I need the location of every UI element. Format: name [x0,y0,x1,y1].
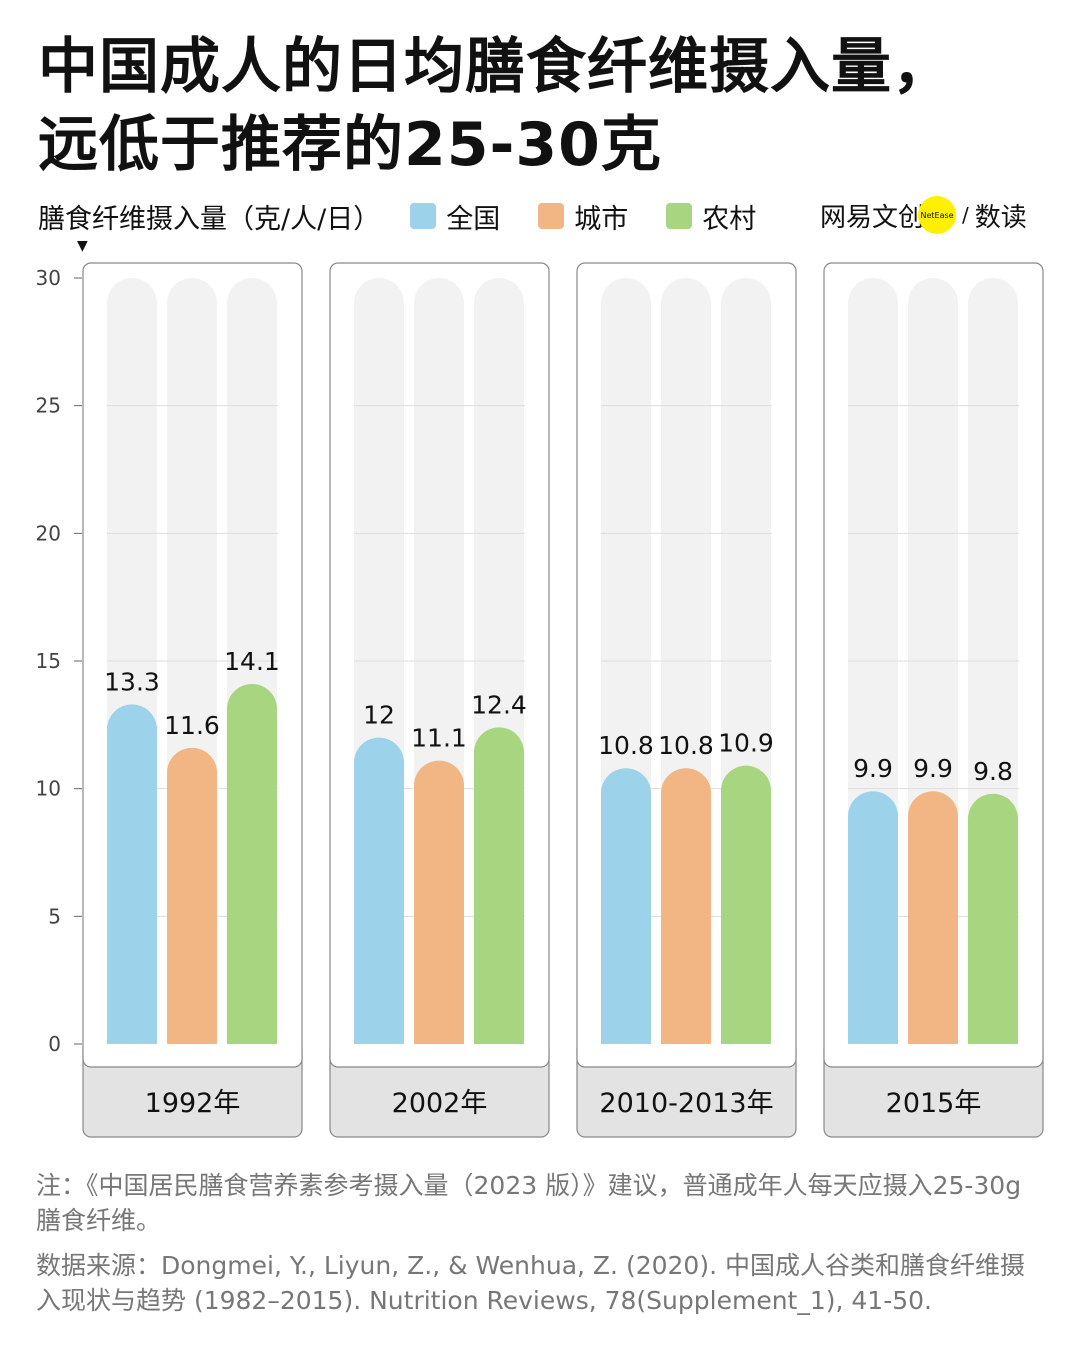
data-label: 12.4 [471,690,527,719]
y-tick-label: 25 [36,394,61,418]
data-label: 11.1 [411,724,467,753]
legend-item-urban: 城市 [538,197,628,236]
title-line-1: 中国成人的日均膳食纤维摄入量， [38,32,953,102]
y-tick-label: 20 [36,521,61,545]
bar [473,727,524,1044]
data-label: 9.8 [973,757,1013,786]
data-label: 11.6 [164,711,220,740]
data-label: 10.8 [658,731,714,760]
note: 注：《中国居民膳食营养素参考摄入量（2023 版）》建议，普通成年人每天应摄入2… [36,1171,1022,1235]
source: 数据来源：Dongmei, Y., Liyun, Z., & Wenhua, Z… [36,1251,1025,1315]
legend-swatch [666,203,693,229]
y-axis-label: 膳食纤维摄入量（克/人/日） [38,203,381,235]
bar [354,737,404,1044]
bar [414,760,464,1044]
y-tick-label: 5 [48,904,61,928]
y-tick-label: 10 [36,777,61,801]
logo-slash: / [962,203,969,227]
legend-item-rural: 农村 [666,197,756,236]
bar [661,768,711,1044]
logo-text: 网易文创 [820,202,925,233]
data-label: 9.9 [913,754,953,783]
chart-title: 中国成人的日均膳食纤维摄入量， 远低于推荐的25-30克 [38,28,953,184]
legend-swatch [538,203,565,229]
data-label: 13.3 [104,667,160,696]
data-label: 12 [363,701,395,730]
bar-chart: 1992年 2002年 2010-2013年 2015年 0 5 10 15 20 25 30 13.… [36,262,1044,1138]
legend-label: 农村 [702,203,757,235]
axis-arrow-icon: ▼ [77,238,88,254]
legend-label: 城市 [574,203,629,235]
category-label: 2002年 [392,1088,488,1119]
logo-badge: NetEase [918,196,957,234]
legend-label: 全国 [446,203,501,235]
data-label: 9.9 [853,754,893,783]
data-label: 10.9 [718,729,774,758]
logo-suffix: 数读 [974,202,1027,233]
legend-swatch [410,203,437,229]
bar [107,704,157,1044]
bar [848,791,898,1044]
category-label: 1992年 [145,1088,241,1119]
y-tick-label: 30 [36,266,61,290]
bar [167,747,217,1044]
category-label: 2015年 [886,1088,982,1119]
y-tick-label: 0 [48,1032,61,1056]
bar [908,791,958,1044]
logo: 网易文创 NetEase / 数读 [820,196,1027,234]
category-label: 2010-2013年 [599,1088,773,1119]
legend-item-national: 全国 [410,197,500,236]
legend: 膳食纤维摄入量（克/人/日） 全国 城市 农村 [38,197,794,236]
data-label: 10.8 [598,731,654,760]
y-tick-label: 15 [36,649,61,673]
title-line-2: 远低于推荐的25-30克 [38,110,662,180]
bar [601,768,651,1044]
bar [227,683,277,1044]
bar [968,793,1018,1044]
data-label: 14.1 [224,647,280,676]
bar [721,765,771,1044]
